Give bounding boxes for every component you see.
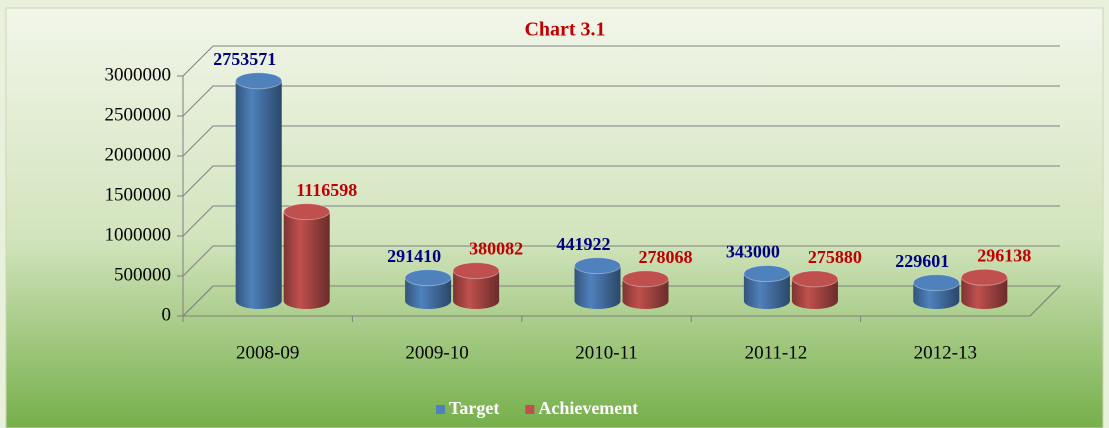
legend-label: Achievement [538, 398, 638, 418]
bar-top [452, 262, 500, 280]
x-tick-label: 2011-12 [745, 342, 808, 363]
bar-top [574, 257, 621, 275]
bar-top [404, 269, 452, 287]
bar-shade [622, 278, 669, 309]
side-edge [1029, 285, 1061, 317]
legend-swatch [436, 405, 445, 414]
bar-top [791, 270, 839, 288]
data-label: 291410 [387, 246, 441, 266]
data-label: 380082 [469, 239, 523, 259]
grid-line [182, 85, 1060, 117]
data-label: 2753571 [213, 49, 276, 69]
y-tick-label: 2000000 [105, 144, 172, 165]
data-label: 275880 [808, 247, 862, 267]
bar-shade [791, 278, 838, 309]
grid-line [182, 125, 1060, 157]
legend-swatch [525, 405, 535, 414]
chart-title: Chart 3.1 [524, 19, 605, 41]
grid-line [182, 45, 1060, 77]
bar-top [235, 72, 283, 90]
bar-top [912, 274, 960, 292]
x-tick-label: 2010-11 [575, 342, 638, 363]
x-tick-label: 2009-10 [405, 342, 468, 363]
data-label: 296138 [977, 245, 1031, 265]
y-tick-label: 3000000 [105, 64, 172, 85]
y-tick-label: 0 [162, 304, 172, 325]
bar-shade [574, 265, 621, 309]
bar-top [743, 265, 791, 283]
data-label: 229601 [895, 251, 949, 271]
data-label: 441922 [557, 234, 611, 254]
grid-line [182, 245, 1060, 277]
bar-top [622, 270, 669, 288]
data-label: 278068 [639, 247, 693, 267]
bar-top [960, 268, 1008, 286]
grid-line [182, 205, 1060, 237]
x-tick-label: 2008-09 [236, 342, 299, 363]
bar-shade [235, 80, 282, 309]
chart-area [5, 7, 1104, 428]
data-label: 1116598 [296, 180, 357, 200]
legend-label: Target [449, 398, 499, 418]
grid-line [182, 165, 1060, 197]
bar-shade [283, 211, 330, 309]
y-tick-label: 2500000 [105, 104, 172, 125]
y-tick-label: 1000000 [105, 224, 172, 245]
bar-shade [743, 273, 790, 309]
y-tick-label: 1500000 [105, 184, 172, 205]
bar-top [283, 203, 331, 221]
y-tick-label: 500000 [114, 264, 171, 285]
bar-shade [453, 270, 500, 309]
x-tick-label: 2012-13 [914, 342, 977, 363]
bar-shade [405, 277, 452, 309]
bar-shade [961, 277, 1008, 309]
data-label: 343000 [726, 242, 780, 262]
